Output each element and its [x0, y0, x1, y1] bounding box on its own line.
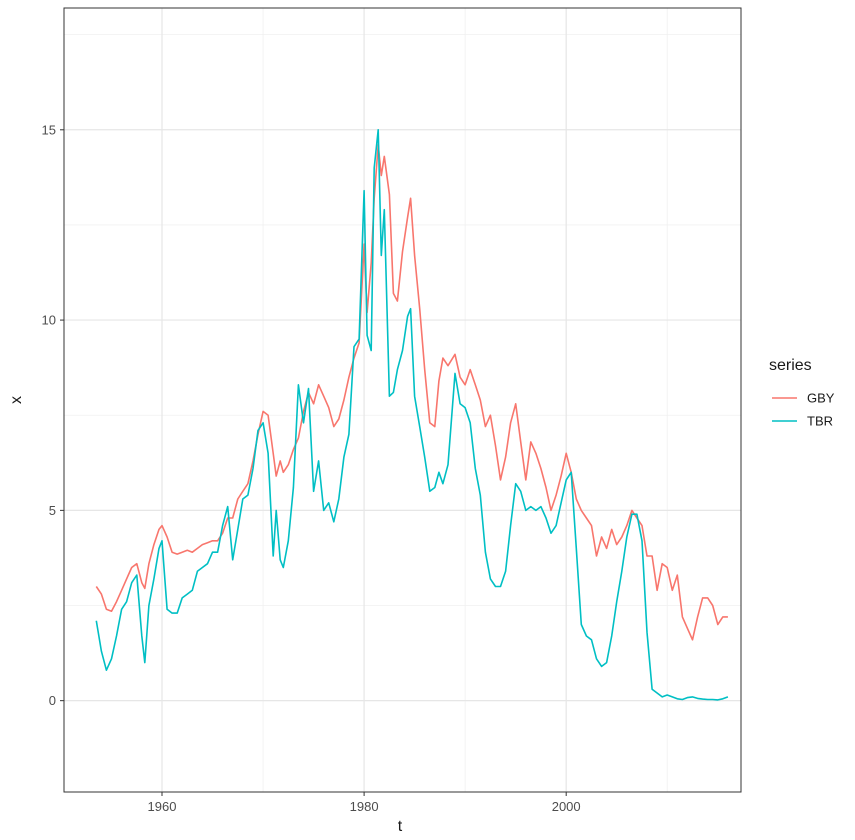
- y-tick-label: 5: [49, 503, 56, 518]
- series-line-tbr: [95, 129, 729, 701]
- minor-gridlines: [64, 8, 741, 792]
- x-axis-title: t: [398, 818, 403, 835]
- panel-border: [63, 7, 742, 793]
- legend-title: series: [769, 357, 812, 374]
- y-tick-label: 0: [49, 693, 56, 708]
- series-lines: [95, 129, 729, 701]
- legend: series GBY TBR: [769, 357, 835, 429]
- legend-label-gby: GBY: [807, 391, 835, 406]
- y-axis-ticks: 0 5 10 15: [42, 122, 64, 708]
- legend-label-tbr: TBR: [807, 414, 833, 429]
- y-axis-title: x: [8, 396, 25, 404]
- major-gridlines: [64, 8, 741, 792]
- y-tick-label: 15: [42, 122, 56, 137]
- x-axis-ticks: 1960 1980 2000: [148, 792, 581, 814]
- legend-items: GBY TBR: [772, 391, 835, 429]
- y-tick-label: 10: [42, 313, 56, 328]
- x-tick-label: 1980: [350, 799, 379, 814]
- series-line-gby: [95, 144, 728, 641]
- x-tick-label: 1960: [148, 799, 177, 814]
- x-tick-label: 2000: [552, 799, 581, 814]
